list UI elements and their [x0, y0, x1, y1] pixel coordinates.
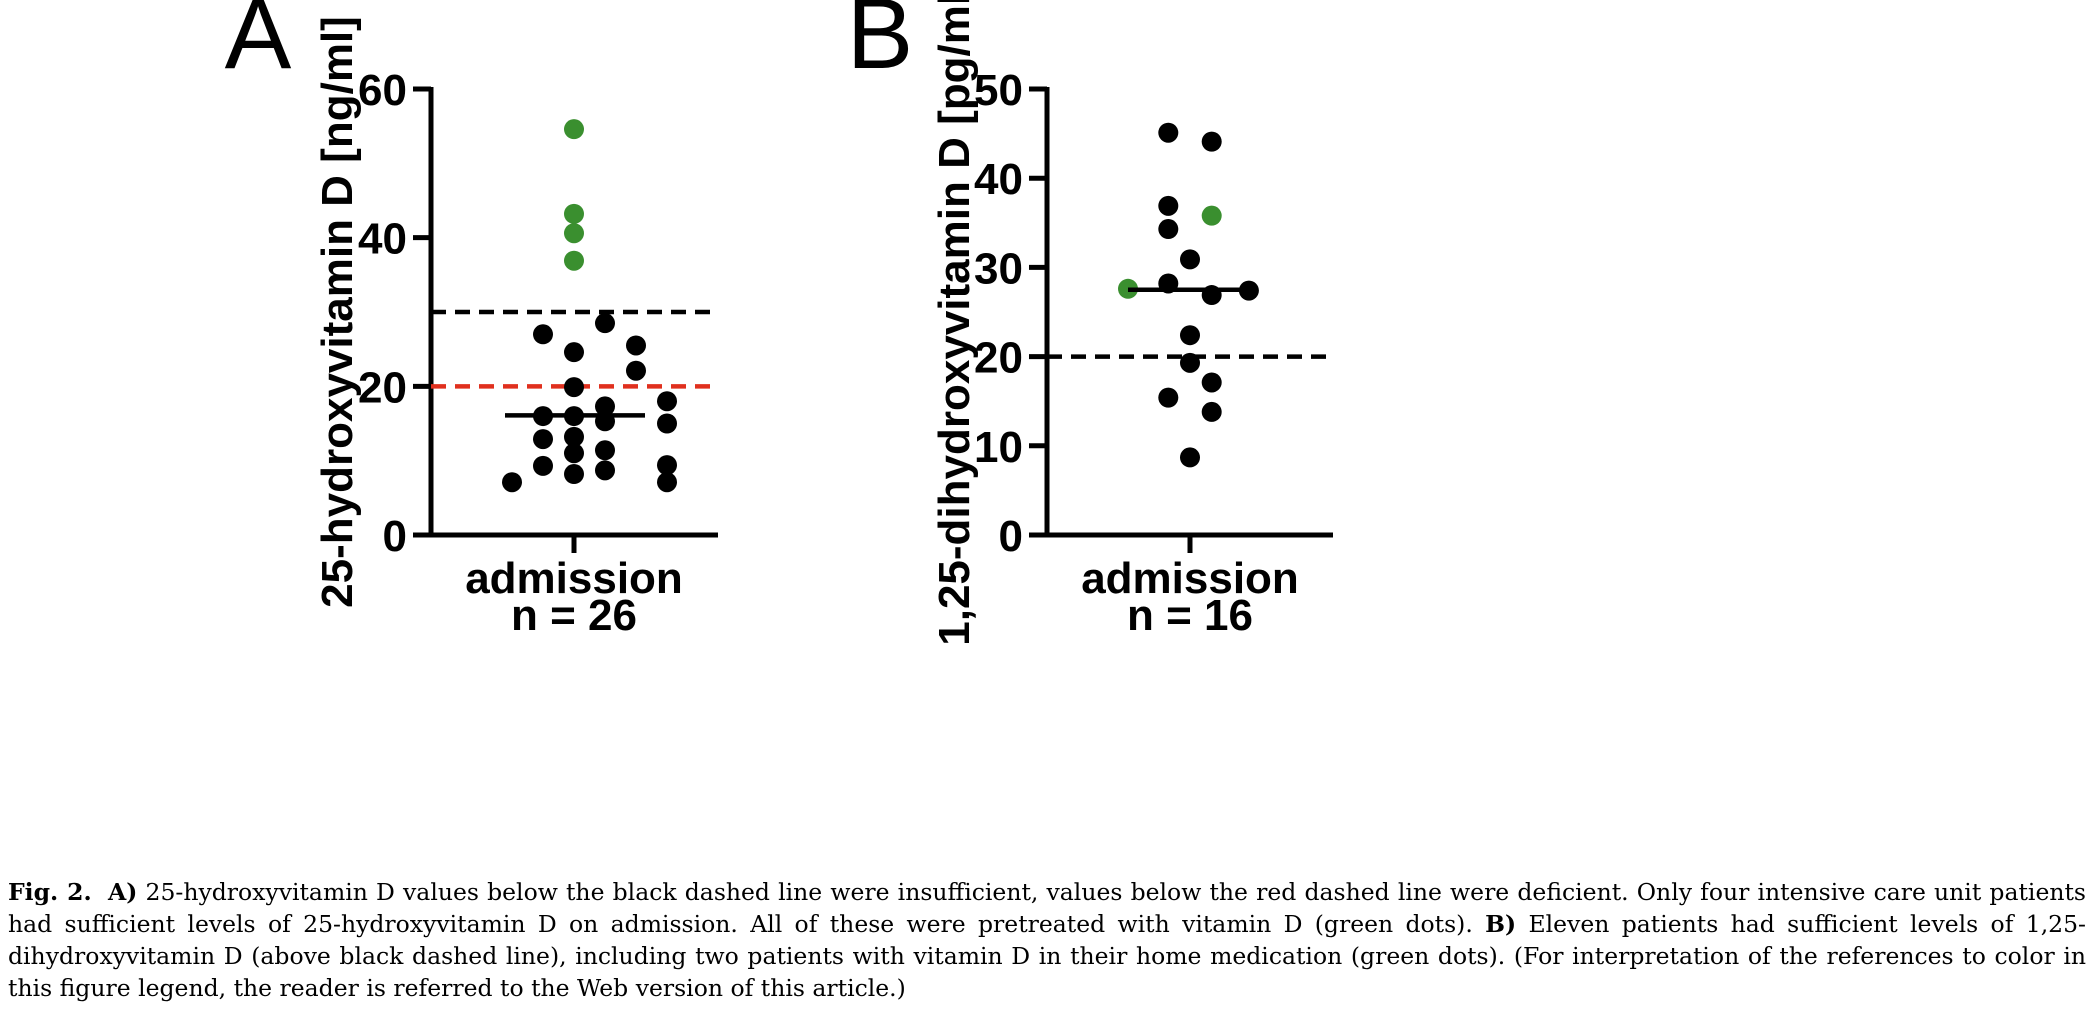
caption-b-label: B) [1485, 910, 1517, 938]
data-point [502, 472, 522, 493]
y-tick-label: 40 [974, 155, 1023, 204]
data-point [657, 472, 677, 493]
data-point [595, 313, 615, 334]
data-point [595, 440, 615, 461]
data-point [533, 324, 553, 345]
data-point [564, 223, 584, 244]
figure-caption: Fig. 2. A) 25-hydroxyvitamin D values be… [8, 876, 2086, 1004]
panel-b: B 0 10 20 30 40 501,25-dihydroxyvitamin D [pg/… [847, 0, 1333, 646]
caption-a-text: 25-hydroxyvitamin D values below the bla… [8, 878, 2086, 938]
data-point [1158, 219, 1179, 240]
data-point [564, 119, 584, 140]
data-point [626, 360, 646, 381]
data-point [1201, 131, 1222, 152]
y-tick-label: 20 [974, 334, 1023, 383]
data-point [533, 455, 553, 476]
data-point [1158, 195, 1179, 216]
data-point [1158, 387, 1179, 408]
panel-letter: A [225, 0, 292, 90]
data-point [1201, 401, 1222, 422]
data-point [626, 335, 646, 356]
y-tick-label: 60 [358, 66, 407, 115]
data-point [533, 429, 553, 450]
data-point [1201, 205, 1222, 226]
data-point [564, 464, 584, 485]
data-point [657, 391, 677, 412]
data-point [564, 250, 584, 271]
data-point [564, 342, 584, 363]
data-point [595, 396, 615, 417]
data-point [1180, 325, 1200, 346]
panel-letter: B [847, 0, 914, 90]
y-tick-label: 30 [974, 244, 1023, 293]
y-axis-title: 25-hydroxyvitamin D [ng/ml] [313, 16, 362, 608]
n-label: n = 16 [1127, 591, 1253, 640]
caption-b-text: Eleven patients had sufficient levels of… [8, 910, 2087, 1002]
data-point [564, 443, 584, 464]
data-point [1180, 352, 1200, 373]
data-point [595, 460, 615, 481]
data-point [657, 455, 677, 476]
n-label: n = 26 [511, 591, 637, 640]
y-tick-label: 40 [358, 215, 407, 264]
y-tick-label: 50 [974, 66, 1023, 115]
caption-fig-label: Fig. 2. [8, 878, 92, 906]
data-point [1180, 447, 1200, 468]
data-point [657, 413, 677, 434]
y-tick-label: 10 [974, 423, 1023, 472]
data-point [564, 377, 584, 398]
data-point [1180, 249, 1200, 270]
x-category-label: admission [1081, 554, 1299, 603]
y-tick-label: 0 [383, 512, 407, 561]
caption-a-label: A) [107, 878, 138, 906]
x-category-label: admission [465, 554, 683, 603]
data-point [1158, 122, 1179, 143]
y-axis-title: 1,25-dihydroxyvitamin D [pg/ml] [930, 0, 979, 646]
y-tick-label: 0 [999, 512, 1023, 561]
data-point [564, 426, 584, 447]
data-point [1201, 372, 1222, 393]
y-tick-label: 20 [358, 363, 407, 412]
data-point [564, 203, 584, 224]
